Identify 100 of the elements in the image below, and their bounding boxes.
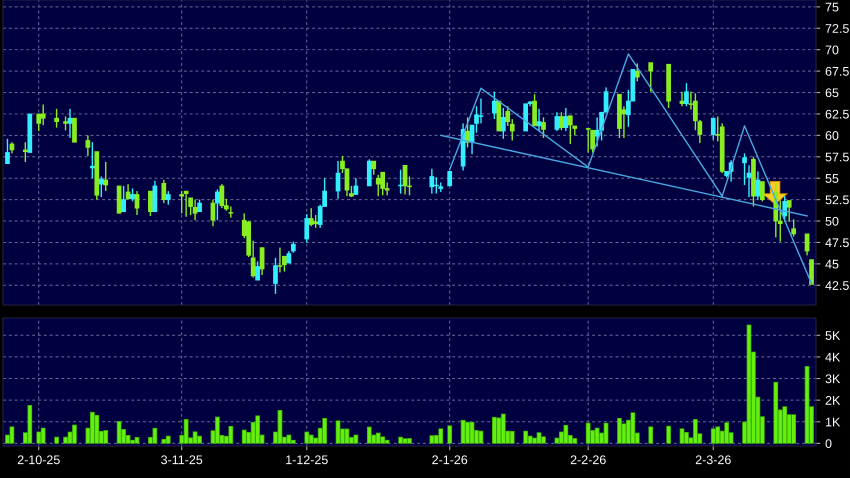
candlestick bbox=[68, 108, 72, 139]
y-tick-label: 62.5 bbox=[826, 110, 849, 119]
candlestick bbox=[121, 185, 126, 212]
candlestick bbox=[684, 82, 689, 107]
bar bbox=[523, 430, 528, 444]
bar bbox=[54, 436, 59, 444]
candlestick bbox=[680, 90, 684, 107]
candlestick bbox=[376, 174, 381, 197]
y-tick-label: 50 bbox=[826, 216, 838, 226]
candlestick bbox=[804, 233, 810, 256]
bar bbox=[384, 440, 390, 444]
candlestick bbox=[86, 134, 90, 157]
y-tick-label: 5K bbox=[826, 331, 840, 340]
candlestick bbox=[5, 138, 10, 164]
bar bbox=[103, 430, 108, 444]
bar bbox=[398, 436, 403, 444]
y-tick-label: 1K bbox=[826, 418, 840, 426]
candlestick bbox=[429, 168, 434, 194]
candlestick bbox=[536, 108, 542, 132]
bar bbox=[572, 438, 578, 444]
bar bbox=[166, 436, 171, 444]
bar bbox=[366, 426, 372, 444]
candlestick bbox=[215, 188, 220, 221]
candlestick bbox=[192, 198, 198, 221]
x-tick-label: 2-1-26 bbox=[432, 455, 468, 464]
candlestick bbox=[541, 116, 546, 139]
bar bbox=[666, 426, 671, 444]
candlestick bbox=[492, 90, 497, 120]
candlestick bbox=[290, 240, 296, 254]
candlestick bbox=[398, 168, 403, 194]
bar bbox=[791, 414, 796, 444]
candlestick bbox=[710, 118, 716, 140]
candlestick bbox=[742, 152, 747, 186]
y-tick-label: 42.5 bbox=[825, 281, 849, 290]
candlestick bbox=[313, 214, 318, 229]
candlestick bbox=[260, 246, 264, 276]
y-tick-label: 45 bbox=[825, 260, 838, 269]
candlestick bbox=[10, 142, 14, 154]
y-tick-label: 72.5 bbox=[826, 24, 849, 33]
candlestick bbox=[434, 176, 439, 194]
y-tick-label: 47.5 bbox=[825, 238, 849, 248]
bar bbox=[304, 432, 310, 444]
bar bbox=[496, 418, 502, 444]
bar bbox=[184, 419, 189, 444]
bar bbox=[510, 430, 515, 444]
bar bbox=[380, 436, 386, 444]
candlestick bbox=[134, 190, 140, 216]
bar bbox=[715, 426, 720, 444]
y-tick-label: 4K bbox=[825, 352, 840, 362]
candlestick bbox=[98, 176, 104, 198]
y-tick-label: 3K bbox=[826, 374, 840, 384]
y-tick-label: 57.5 bbox=[826, 152, 849, 162]
bar bbox=[308, 434, 314, 444]
bar bbox=[322, 418, 327, 444]
y-tick-label: 67.5 bbox=[826, 66, 849, 76]
bar bbox=[563, 424, 568, 444]
candlestick bbox=[380, 172, 386, 196]
bar bbox=[594, 428, 600, 444]
candlestick bbox=[210, 198, 216, 227]
candlestick bbox=[166, 190, 171, 206]
x-tick-label: 2-3-26 bbox=[696, 455, 731, 464]
bar bbox=[376, 432, 381, 444]
candlestick bbox=[500, 107, 506, 140]
candlestick bbox=[90, 142, 95, 179]
bar bbox=[116, 421, 122, 444]
candlestick bbox=[126, 184, 130, 200]
candlestick bbox=[559, 112, 564, 131]
x-tick-label: 2-2-26 bbox=[570, 455, 606, 464]
candlestick bbox=[197, 198, 202, 212]
bar bbox=[228, 426, 234, 444]
x-tick-label: 2-10-25 bbox=[18, 455, 60, 464]
bar bbox=[586, 422, 591, 444]
bar bbox=[90, 412, 95, 444]
bar bbox=[492, 416, 497, 444]
bar bbox=[782, 406, 788, 444]
candlestick bbox=[554, 112, 560, 132]
candlestick bbox=[791, 218, 796, 238]
candlestick bbox=[161, 179, 166, 204]
bar bbox=[94, 414, 100, 444]
bar bbox=[429, 435, 434, 444]
candlestick bbox=[22, 142, 28, 163]
bar bbox=[36, 432, 42, 444]
bar bbox=[438, 428, 444, 444]
y-tick-label: 55 bbox=[826, 174, 838, 183]
bar bbox=[27, 405, 32, 444]
bar bbox=[161, 438, 166, 444]
candlestick bbox=[354, 178, 358, 196]
candlestick bbox=[568, 114, 573, 145]
bar bbox=[630, 412, 636, 444]
candlestick bbox=[586, 128, 591, 154]
bar bbox=[336, 420, 340, 444]
y-tick-label: 0 bbox=[826, 439, 832, 448]
y-tick-label: 2K bbox=[826, 396, 840, 405]
candlestick bbox=[648, 62, 654, 92]
bar bbox=[710, 428, 716, 444]
candlestick bbox=[634, 62, 640, 82]
candlestick bbox=[179, 190, 184, 214]
candlestick bbox=[54, 108, 59, 128]
candlestick bbox=[590, 130, 596, 154]
candlestick bbox=[273, 257, 278, 295]
